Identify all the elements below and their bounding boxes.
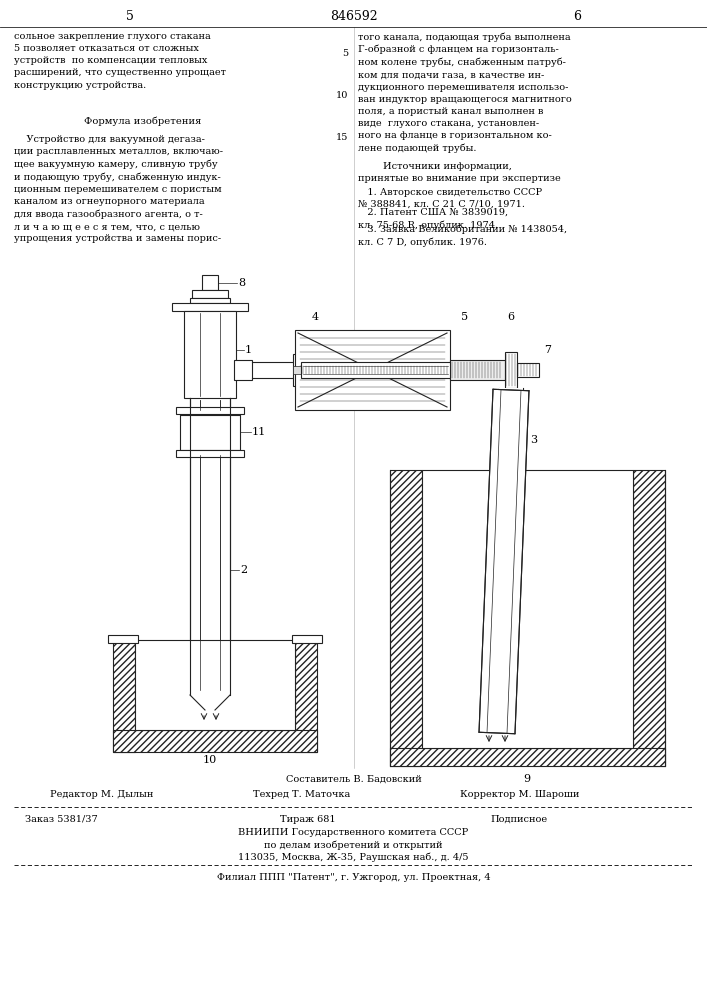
Bar	[301, 362, 510, 378]
Text: 5: 5	[462, 312, 469, 322]
Bar	[185, 415, 235, 450]
Text: сольное закрепление глухого стакана
5 позволяет отказаться от сложных
устройств : сольное закрепление глухого стакана 5 по…	[14, 32, 226, 90]
Bar	[190, 298, 230, 303]
Text: 10: 10	[336, 91, 348, 100]
Text: 7: 7	[544, 345, 551, 355]
Text: 5: 5	[342, 49, 348, 58]
Text: Филиал ППП "Патент", г. Ужгород, ул. Проектная, 4: Филиал ППП "Патент", г. Ужгород, ул. Про…	[216, 873, 491, 882]
Text: 2. Патент США № 3839019,
кл. 75-68 R, опублик. 1974.: 2. Патент США № 3839019, кл. 75-68 R, оп…	[358, 208, 508, 230]
Text: 9: 9	[523, 774, 530, 784]
Text: 1: 1	[245, 345, 252, 355]
Text: Составитель В. Бадовский: Составитель В. Бадовский	[286, 775, 421, 784]
Text: Подписное: Подписное	[490, 815, 547, 824]
Bar	[190, 398, 230, 695]
Text: ВНИИПИ Государственного комитета СССР: ВНИИПИ Государственного комитета СССР	[238, 828, 469, 837]
Bar	[135, 640, 295, 730]
Bar	[499, 388, 523, 470]
Bar	[293, 354, 301, 386]
Text: Редактор М. Дылын: Редактор М. Дылын	[50, 790, 153, 799]
Text: 3: 3	[530, 435, 537, 445]
Bar	[292, 635, 322, 643]
Bar	[176, 450, 244, 457]
Bar	[113, 640, 135, 752]
Bar	[172, 303, 248, 311]
Bar	[517, 363, 539, 377]
Bar	[295, 640, 317, 752]
Bar	[113, 730, 317, 752]
Bar	[180, 410, 240, 415]
Bar	[202, 275, 218, 290]
Text: 3. Заявка Великобритании № 1438054,
кл. С 7 D, опублик. 1976.: 3. Заявка Великобритании № 1438054, кл. …	[358, 225, 567, 247]
Bar	[505, 352, 517, 388]
Text: по делам изобретений и открытий: по делам изобретений и открытий	[264, 840, 443, 850]
Bar	[192, 290, 228, 298]
Bar	[234, 360, 252, 380]
Text: того канала, подающая труба выполнена
Г-образной с фланцем на горизонталь-
ном к: того канала, подающая труба выполнена Г-…	[358, 32, 572, 153]
Text: 2: 2	[240, 565, 247, 575]
Bar	[390, 748, 665, 766]
Text: Заказ 5381/37: Заказ 5381/37	[25, 815, 98, 824]
Bar	[295, 330, 450, 410]
Text: Техред Т. Маточка: Техред Т. Маточка	[253, 790, 350, 799]
Text: 6: 6	[573, 10, 581, 23]
Text: 6: 6	[508, 312, 515, 322]
Text: Устройство для вакуумной дегаза-
ции расплавленных металлов, включаю-
щее вакуум: Устройство для вакуумной дегаза- ции рас…	[14, 135, 223, 243]
Text: 10: 10	[203, 755, 217, 765]
Bar	[180, 415, 240, 450]
Text: Формула изобретения: Формула изобретения	[84, 117, 201, 126]
Bar	[108, 635, 138, 643]
Bar	[422, 470, 633, 748]
Text: Источники информации,
принятые во внимание при экспертизе: Источники информации, принятые во вниман…	[358, 162, 561, 183]
Bar	[450, 360, 505, 380]
Bar	[293, 366, 452, 374]
Text: Тираж 681: Тираж 681	[280, 815, 336, 824]
Text: 113035, Москва, Ж-35, Раушская наб., д. 4/5: 113035, Москва, Ж-35, Раушская наб., д. …	[238, 852, 469, 861]
Text: 5: 5	[126, 10, 134, 23]
Bar	[184, 311, 236, 398]
Text: 8: 8	[238, 278, 245, 288]
Bar	[180, 450, 240, 455]
Text: Корректор М. Шароши: Корректор М. Шароши	[460, 790, 579, 799]
Polygon shape	[479, 389, 529, 734]
Text: 4: 4	[312, 312, 319, 322]
Text: 1. Авторское свидетельство СССР
№ 388841, кл. С 21 С 7/10, 1971.: 1. Авторское свидетельство СССР № 388841…	[358, 188, 542, 209]
Text: 846592: 846592	[329, 10, 378, 23]
Bar	[390, 470, 422, 766]
Bar	[176, 407, 244, 414]
Text: 11: 11	[252, 427, 267, 437]
Bar	[633, 470, 665, 766]
Text: 15: 15	[336, 133, 348, 142]
